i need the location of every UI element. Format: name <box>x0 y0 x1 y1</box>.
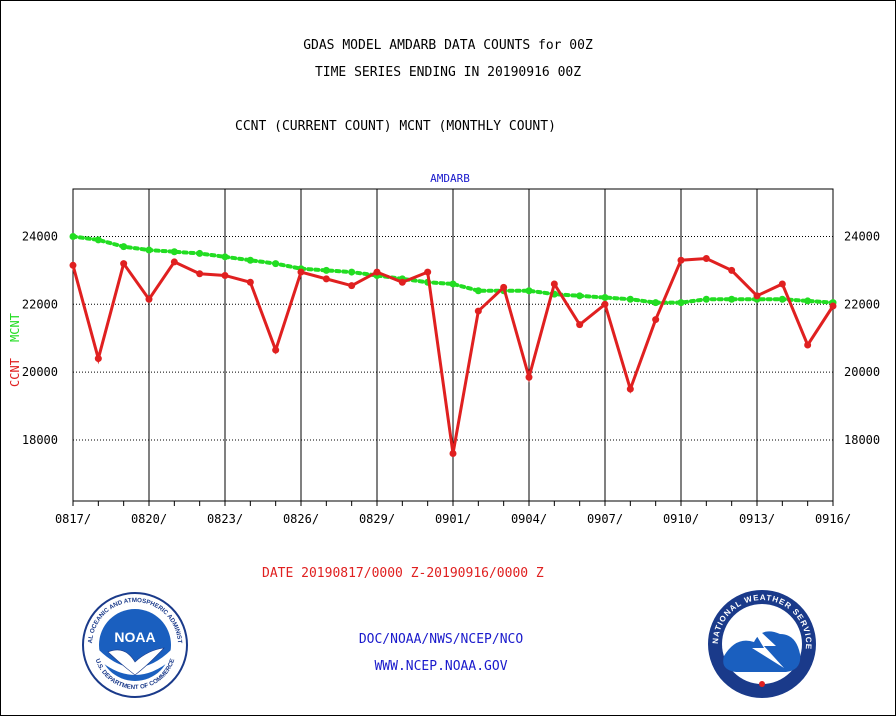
y-tick-label-right: 18000 <box>844 433 880 447</box>
y-tick-label-right: 20000 <box>844 365 880 379</box>
page-subtitle: TIME SERIES ENDING IN 20190916 00Z <box>314 65 582 80</box>
x-tick-label: 0826/ <box>283 512 319 526</box>
x-tick-label: 0916/ <box>815 512 851 526</box>
data-point-ccnt <box>120 260 128 268</box>
org-label: DOC/NOAA/NWS/NCEP/NCO <box>358 632 524 647</box>
x-tick-label: 0907/ <box>587 512 623 526</box>
data-point-mcnt <box>170 248 178 256</box>
data-point-mcnt <box>576 292 584 300</box>
y-tick-label-right: 24000 <box>844 229 880 243</box>
data-point-ccnt <box>474 307 482 315</box>
data-point-ccnt <box>398 278 406 286</box>
data-point-ccnt <box>778 280 786 288</box>
data-point-mcnt <box>94 236 102 244</box>
data-point-ccnt <box>272 346 280 354</box>
data-point-mcnt <box>246 256 254 264</box>
data-point-ccnt <box>702 255 710 263</box>
data-point-mcnt <box>145 246 153 254</box>
series-description: CCNT (CURRENT COUNT) MCNT (MONTHLY COUNT… <box>235 119 556 134</box>
data-point-mcnt <box>778 295 786 303</box>
data-point-mcnt <box>322 266 330 274</box>
data-point-ccnt <box>94 355 102 363</box>
data-point-ccnt <box>728 266 736 274</box>
x-tick-label: 0820/ <box>131 512 167 526</box>
data-point-ccnt <box>69 261 77 269</box>
data-point-ccnt <box>297 268 305 276</box>
data-point-ccnt <box>221 271 229 279</box>
noaa-logo: NOAA NATIONAL OCEANIC AND ATMOSPHERIC AD… <box>80 590 188 698</box>
x-tick-label: 0901/ <box>435 512 471 526</box>
data-point-mcnt <box>652 299 660 307</box>
data-point-ccnt <box>525 373 533 381</box>
data-point-mcnt <box>196 249 204 257</box>
data-point-mcnt <box>221 253 229 261</box>
data-point-mcnt <box>702 295 710 303</box>
date-range-label: DATE 20190817/0000 Z-20190916/0000 Z <box>262 566 544 581</box>
noaa-logo-text: NOAA <box>114 629 155 645</box>
x-tick-label: 0910/ <box>663 512 699 526</box>
data-point-ccnt <box>576 321 584 329</box>
data-point-mcnt <box>449 280 457 288</box>
data-point-ccnt <box>804 341 812 349</box>
y-tick-label-left: 18000 <box>22 433 58 447</box>
data-point-ccnt <box>424 268 432 276</box>
data-point-ccnt <box>449 450 457 458</box>
x-tick-label: 0913/ <box>739 512 775 526</box>
data-point-mcnt <box>348 268 356 276</box>
x-tick-label: 0904/ <box>511 512 547 526</box>
plot-area-border <box>72 188 834 502</box>
data-point-ccnt <box>196 270 204 278</box>
data-point-ccnt <box>652 316 660 324</box>
y-tick-label-right: 22000 <box>844 297 880 311</box>
data-point-ccnt <box>601 300 609 308</box>
x-tick-label: 0829/ <box>359 512 395 526</box>
y-tick-label-left: 20000 <box>22 365 58 379</box>
data-point-mcnt <box>728 295 736 303</box>
y-tick-label-left: 24000 <box>22 229 58 243</box>
x-tick-label: 0823/ <box>207 512 243 526</box>
data-point-ccnt <box>500 283 508 291</box>
data-point-ccnt <box>170 258 178 266</box>
data-point-ccnt <box>373 268 381 276</box>
page-title: GDAS MODEL AMDARB DATA COUNTS for 00Z <box>303 38 593 53</box>
website-link[interactable]: WWW.NCEP.NOAA.GOV <box>374 659 508 674</box>
data-point-mcnt <box>677 299 685 307</box>
data-point-mcnt <box>474 287 482 295</box>
data-point-mcnt <box>69 232 77 240</box>
data-point-ccnt <box>246 278 254 286</box>
nws-logo: NATIONAL WEATHER SERVICE <box>708 590 816 698</box>
data-point-mcnt <box>626 295 634 303</box>
data-point-ccnt <box>753 292 761 300</box>
data-point-mcnt <box>804 297 812 305</box>
data-point-mcnt <box>120 243 128 251</box>
data-point-ccnt <box>677 256 685 264</box>
data-point-ccnt <box>348 282 356 290</box>
data-point-ccnt <box>322 275 330 283</box>
chart-title: AMDARB <box>430 172 470 185</box>
data-point-ccnt <box>145 295 153 303</box>
x-tick-label: 0817/ <box>55 512 91 526</box>
data-point-ccnt <box>829 302 837 310</box>
data-point-mcnt <box>601 294 609 302</box>
data-point-mcnt <box>525 287 533 295</box>
y-tick-label-left: 22000 <box>22 297 58 311</box>
data-point-ccnt <box>626 385 634 393</box>
data-point-mcnt <box>272 260 280 268</box>
data-point-ccnt <box>550 280 558 288</box>
